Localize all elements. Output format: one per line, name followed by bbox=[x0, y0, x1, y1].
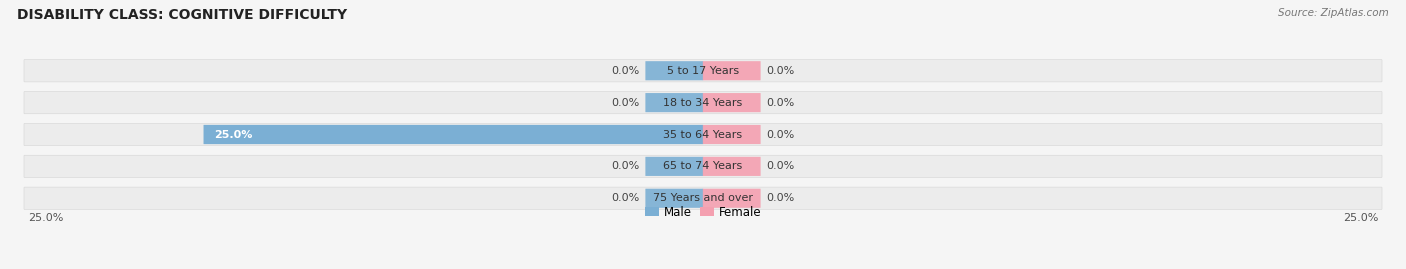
Text: 18 to 34 Years: 18 to 34 Years bbox=[664, 98, 742, 108]
Text: 0.0%: 0.0% bbox=[612, 193, 640, 203]
Text: 0.0%: 0.0% bbox=[612, 66, 640, 76]
FancyBboxPatch shape bbox=[24, 187, 1382, 210]
FancyBboxPatch shape bbox=[645, 93, 703, 112]
Text: 65 to 74 Years: 65 to 74 Years bbox=[664, 161, 742, 171]
FancyBboxPatch shape bbox=[703, 93, 761, 112]
Text: Source: ZipAtlas.com: Source: ZipAtlas.com bbox=[1278, 8, 1389, 18]
FancyBboxPatch shape bbox=[24, 155, 1382, 178]
Text: 0.0%: 0.0% bbox=[766, 98, 794, 108]
FancyBboxPatch shape bbox=[24, 123, 1382, 146]
FancyBboxPatch shape bbox=[24, 91, 1382, 114]
FancyBboxPatch shape bbox=[645, 61, 703, 80]
Text: 5 to 17 Years: 5 to 17 Years bbox=[666, 66, 740, 76]
FancyBboxPatch shape bbox=[703, 157, 761, 176]
Text: 25.0%: 25.0% bbox=[1343, 213, 1378, 223]
Text: 25.0%: 25.0% bbox=[28, 213, 63, 223]
FancyBboxPatch shape bbox=[24, 59, 1382, 82]
Text: 0.0%: 0.0% bbox=[766, 193, 794, 203]
Text: DISABILITY CLASS: COGNITIVE DIFFICULTY: DISABILITY CLASS: COGNITIVE DIFFICULTY bbox=[17, 8, 347, 22]
FancyBboxPatch shape bbox=[645, 157, 703, 176]
FancyBboxPatch shape bbox=[204, 125, 703, 144]
FancyBboxPatch shape bbox=[645, 189, 703, 208]
FancyBboxPatch shape bbox=[703, 189, 761, 208]
Legend: Male, Female: Male, Female bbox=[640, 201, 766, 223]
Text: 0.0%: 0.0% bbox=[766, 66, 794, 76]
Text: 0.0%: 0.0% bbox=[612, 161, 640, 171]
FancyBboxPatch shape bbox=[703, 61, 761, 80]
Text: 75 Years and over: 75 Years and over bbox=[652, 193, 754, 203]
Text: 35 to 64 Years: 35 to 64 Years bbox=[664, 129, 742, 140]
Text: 0.0%: 0.0% bbox=[612, 98, 640, 108]
Text: 25.0%: 25.0% bbox=[214, 129, 252, 140]
FancyBboxPatch shape bbox=[703, 125, 761, 144]
Text: 0.0%: 0.0% bbox=[766, 161, 794, 171]
Text: 0.0%: 0.0% bbox=[766, 129, 794, 140]
